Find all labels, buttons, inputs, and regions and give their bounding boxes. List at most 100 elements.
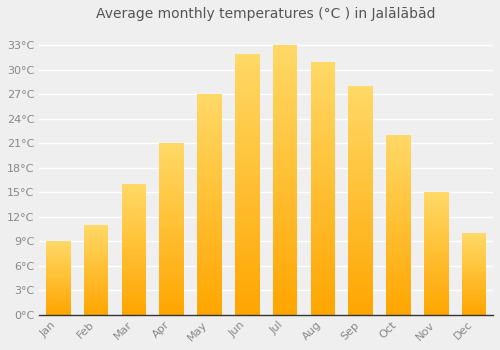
Bar bbox=[348, 187, 373, 191]
Bar bbox=[348, 251, 373, 256]
Bar bbox=[273, 126, 297, 132]
Bar bbox=[273, 261, 297, 266]
Bar bbox=[273, 256, 297, 261]
Bar bbox=[84, 300, 108, 302]
Bar bbox=[46, 268, 70, 269]
Bar bbox=[462, 251, 486, 253]
Bar bbox=[462, 250, 486, 251]
Bar bbox=[235, 85, 260, 90]
Bar bbox=[310, 82, 335, 87]
Bar bbox=[273, 239, 297, 245]
Bar bbox=[197, 236, 222, 240]
Bar bbox=[424, 268, 448, 271]
Bar bbox=[462, 267, 486, 269]
Bar bbox=[46, 241, 70, 243]
Bar bbox=[273, 169, 297, 175]
Bar bbox=[84, 292, 108, 293]
Bar bbox=[273, 282, 297, 288]
Bar bbox=[46, 253, 70, 254]
Bar bbox=[160, 195, 184, 198]
Bar bbox=[46, 288, 70, 290]
Bar bbox=[462, 295, 486, 297]
Bar bbox=[462, 280, 486, 282]
Bar bbox=[273, 202, 297, 207]
Bar bbox=[386, 146, 411, 149]
Bar bbox=[273, 223, 297, 229]
Bar bbox=[122, 294, 146, 296]
Bar bbox=[46, 287, 70, 288]
Bar bbox=[348, 168, 373, 173]
Bar bbox=[386, 225, 411, 229]
Bar bbox=[310, 77, 335, 82]
Bar bbox=[197, 226, 222, 231]
Bar bbox=[310, 239, 335, 244]
Bar bbox=[424, 234, 448, 236]
Bar bbox=[197, 156, 222, 161]
Bar bbox=[273, 299, 297, 304]
Bar bbox=[462, 279, 486, 280]
Bar bbox=[46, 278, 70, 280]
Bar bbox=[122, 278, 146, 281]
Bar bbox=[46, 265, 70, 266]
Bar bbox=[84, 229, 108, 230]
Bar bbox=[348, 232, 373, 237]
Bar bbox=[160, 280, 184, 284]
Bar bbox=[84, 279, 108, 281]
Bar bbox=[424, 231, 448, 234]
Bar bbox=[122, 273, 146, 275]
Bar bbox=[235, 257, 260, 262]
Bar bbox=[46, 309, 70, 310]
Bar bbox=[122, 236, 146, 239]
Bar bbox=[122, 187, 146, 189]
Bar bbox=[424, 192, 448, 195]
Bar bbox=[386, 282, 411, 286]
Bar bbox=[197, 306, 222, 310]
Bar bbox=[348, 132, 373, 136]
Bar bbox=[122, 291, 146, 294]
Bar bbox=[160, 246, 184, 250]
Bar bbox=[310, 279, 335, 285]
Bar bbox=[122, 284, 146, 286]
Bar bbox=[273, 62, 297, 67]
Bar bbox=[235, 148, 260, 153]
Bar bbox=[84, 259, 108, 261]
Bar bbox=[160, 291, 184, 294]
Bar bbox=[160, 154, 184, 157]
Bar bbox=[84, 241, 108, 243]
Bar bbox=[84, 308, 108, 309]
Bar bbox=[386, 279, 411, 282]
Bar bbox=[424, 261, 448, 263]
Bar bbox=[424, 212, 448, 214]
Title: Average monthly temperatures (°C ) in Jalālābād: Average monthly temperatures (°C ) in Ja… bbox=[96, 7, 436, 21]
Bar bbox=[197, 107, 222, 112]
Bar bbox=[310, 289, 335, 295]
Bar bbox=[462, 312, 486, 313]
Bar bbox=[424, 248, 448, 251]
Bar bbox=[462, 258, 486, 259]
Bar bbox=[386, 239, 411, 243]
Bar bbox=[46, 259, 70, 260]
Bar bbox=[310, 285, 335, 289]
Bar bbox=[310, 310, 335, 315]
Bar bbox=[197, 248, 222, 253]
Bar bbox=[235, 299, 260, 304]
Bar bbox=[273, 110, 297, 116]
Bar bbox=[235, 309, 260, 315]
Bar bbox=[46, 290, 70, 291]
Bar bbox=[424, 263, 448, 266]
Bar bbox=[84, 302, 108, 304]
Bar bbox=[122, 302, 146, 304]
Bar bbox=[462, 294, 486, 295]
Bar bbox=[462, 266, 486, 267]
Bar bbox=[348, 265, 373, 269]
Bar bbox=[310, 62, 335, 67]
Bar bbox=[273, 309, 297, 315]
Bar bbox=[462, 246, 486, 248]
Bar bbox=[310, 168, 335, 173]
Bar bbox=[197, 204, 222, 209]
Bar bbox=[122, 289, 146, 291]
Bar bbox=[310, 117, 335, 122]
Bar bbox=[46, 300, 70, 302]
Bar bbox=[386, 246, 411, 250]
Bar bbox=[84, 311, 108, 313]
